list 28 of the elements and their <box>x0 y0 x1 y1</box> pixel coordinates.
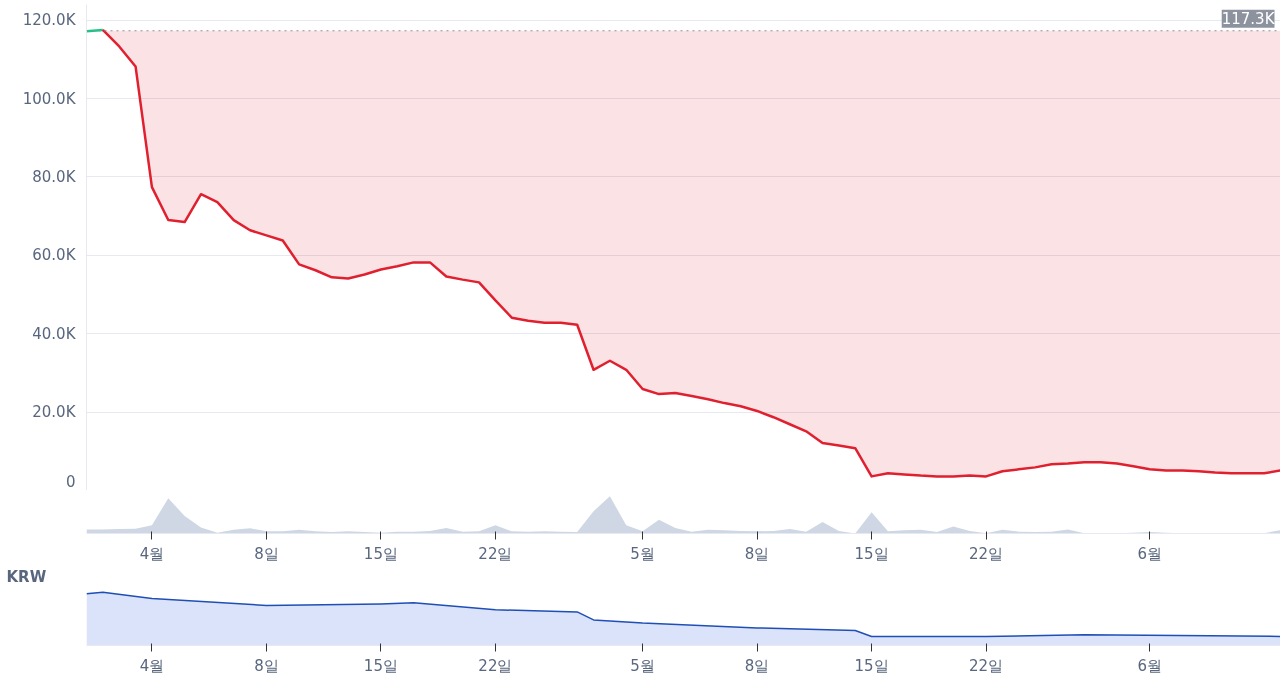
x-tick-label: 22일 <box>478 544 513 563</box>
y-tick-label: 120.0K <box>22 11 77 30</box>
x-tick-label: 8일 <box>254 544 279 563</box>
text: KRW <box>6 567 47 586</box>
y-tick-label: 40.0K <box>32 324 77 343</box>
x-tick-label: 15일 <box>363 656 398 675</box>
y-tick-label: 0 <box>65 472 76 491</box>
x-tick-label: 4월 <box>139 544 165 563</box>
x-tick-label: 22일 <box>969 544 1004 563</box>
x-tick-label: 8일 <box>744 544 770 563</box>
y-tick-label: 80.0K <box>32 167 77 186</box>
y-tick-label: 100.0K <box>22 89 77 108</box>
line-series <box>101 28 1280 478</box>
x-tick-label: 5월 <box>630 544 655 563</box>
ref-line-label: 117.3K <box>1221 9 1276 28</box>
y-tick-label: 20.0K <box>32 403 77 422</box>
x-tick-label: 22일 <box>969 656 1004 675</box>
x-tick-label: 15일 <box>854 544 889 563</box>
x-tick-label: 8일 <box>744 656 770 675</box>
x-tick-label: 22일 <box>478 656 513 675</box>
x-tick-label: 8일 <box>254 656 279 675</box>
x-tick-label: 4월 <box>139 656 165 675</box>
x-tick-label: 5월 <box>630 656 655 675</box>
x-tick-label: 6월 <box>1137 656 1162 675</box>
x-tick-label: 15일 <box>363 544 398 563</box>
x-tick-label: 6월 <box>1137 544 1162 563</box>
y-tick-label: 60.0K <box>32 246 77 265</box>
x-tick-label: 15일 <box>854 656 889 675</box>
